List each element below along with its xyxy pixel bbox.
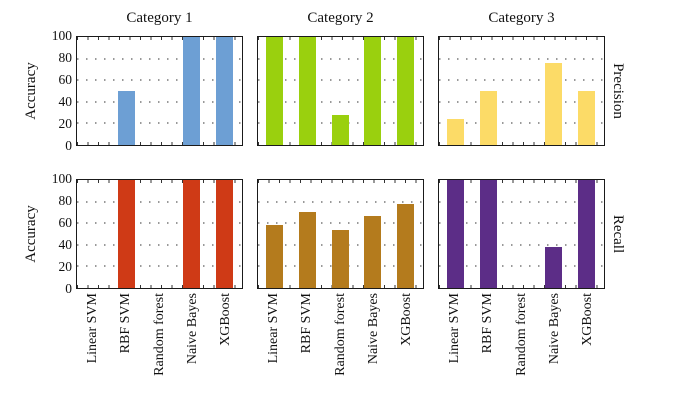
bar-rbf-svm	[118, 91, 135, 145]
bar-rbf-svm	[480, 91, 497, 145]
column-title-category-1: Category 1	[126, 10, 193, 26]
y-tick-label: 100	[51, 28, 72, 43]
x-tick-label-naive-bayes: Naive Bayes	[547, 293, 562, 365]
gridline	[258, 200, 423, 203]
axis-minor-ticks	[77, 142, 242, 145]
bar-rbf-svm	[118, 180, 135, 288]
x-tick-label-random-forest: Random forest	[152, 293, 167, 376]
row-label-recall: Recall	[610, 214, 626, 254]
y-tick-label: 80	[58, 193, 73, 208]
bar-xgboost	[397, 203, 414, 288]
bar-xgboost	[397, 37, 414, 145]
y-tick-label: 0	[65, 138, 72, 153]
axis-minor-ticks	[258, 180, 423, 183]
x-tick-label-xgboost: XGBoost	[580, 293, 595, 346]
y-tick-label: 60	[58, 72, 73, 87]
gridline	[439, 57, 604, 60]
gridline	[439, 265, 604, 268]
gridline	[439, 122, 604, 125]
bar-random-forest	[332, 114, 349, 145]
x-tick-label-linear-svm: Linear SVM	[447, 293, 462, 364]
column-title-category-2: Category 2	[307, 10, 374, 26]
panel-recall-category-3	[438, 179, 605, 289]
y-tick-label: 40	[58, 94, 73, 109]
bar-xgboost	[578, 180, 595, 288]
bar-linear-svm	[447, 180, 464, 288]
bar-xgboost	[578, 91, 595, 145]
gridline	[258, 79, 423, 82]
bar-naive-bayes	[545, 246, 562, 288]
row-label-precision: Precision	[610, 63, 626, 119]
panel-recall-category-2	[257, 179, 424, 289]
y-tick-label: 100	[51, 171, 72, 186]
x-tick-label-naive-bayes: Naive Bayes	[185, 293, 200, 365]
bar-naive-bayes	[364, 215, 381, 288]
bar-xgboost	[216, 180, 233, 288]
x-tick-label-linear-svm: Linear SVM	[85, 293, 100, 364]
axis-minor-ticks	[77, 37, 242, 40]
x-tick-label-linear-svm: Linear SVM	[266, 293, 281, 364]
axis-minor-ticks	[439, 285, 604, 288]
bar-linear-svm	[447, 119, 464, 145]
gridline	[258, 57, 423, 60]
axis-minor-ticks	[439, 142, 604, 145]
gridline	[439, 200, 604, 203]
panel-recall-category-1	[76, 179, 243, 289]
bar-naive-bayes	[364, 37, 381, 145]
bar-naive-bayes	[183, 37, 200, 145]
axis-minor-ticks	[258, 37, 423, 40]
y-tick-label: 0	[65, 281, 72, 296]
bar-rbf-svm	[299, 37, 316, 145]
gridline	[439, 222, 604, 225]
x-tick-label-rbf-svm: RBF SVM	[480, 293, 495, 354]
axis-minor-ticks	[77, 180, 242, 183]
x-tick-label-xgboost: XGBoost	[218, 293, 233, 346]
bar-linear-svm	[266, 37, 283, 145]
gridline	[439, 100, 604, 103]
gridline	[77, 100, 242, 103]
bar-linear-svm	[266, 225, 283, 288]
x-tick-label-rbf-svm: RBF SVM	[118, 293, 133, 354]
x-tick-label-xgboost: XGBoost	[399, 293, 414, 346]
panel-precision-category-2	[257, 36, 424, 146]
panel-precision-category-3	[438, 36, 605, 146]
bar-naive-bayes	[183, 180, 200, 288]
y-tick-label: 20	[58, 259, 73, 274]
y-tick-label: 60	[58, 215, 73, 230]
bar-rbf-svm	[299, 212, 316, 288]
gridline	[77, 243, 242, 246]
axis-minor-ticks	[77, 285, 242, 288]
gridline	[77, 57, 242, 60]
gridline	[77, 122, 242, 125]
x-tick-label-random-forest: Random forest	[514, 293, 529, 376]
bar-rbf-svm	[480, 180, 497, 288]
gridline	[258, 100, 423, 103]
gridline	[258, 222, 423, 225]
axis-minor-ticks	[439, 180, 604, 183]
y-tick-label: 20	[58, 116, 73, 131]
axis-minor-ticks	[439, 37, 604, 40]
gridline	[439, 243, 604, 246]
gridline	[439, 79, 604, 82]
x-tick-label-rbf-svm: RBF SVM	[299, 293, 314, 354]
gridline	[77, 79, 242, 82]
x-tick-label-naive-bayes: Naive Bayes	[366, 293, 381, 365]
gridline	[77, 265, 242, 268]
panel-precision-category-1	[76, 36, 243, 146]
bar-naive-bayes	[545, 62, 562, 145]
bar-xgboost	[216, 37, 233, 145]
x-tick-label-random-forest: Random forest	[333, 293, 348, 376]
column-title-category-3: Category 3	[488, 10, 555, 26]
y-tick-label: 80	[58, 50, 73, 65]
bar-random-forest	[332, 229, 349, 288]
gridline	[77, 222, 242, 225]
gridline	[77, 200, 242, 203]
y-tick-label: 40	[58, 237, 73, 252]
